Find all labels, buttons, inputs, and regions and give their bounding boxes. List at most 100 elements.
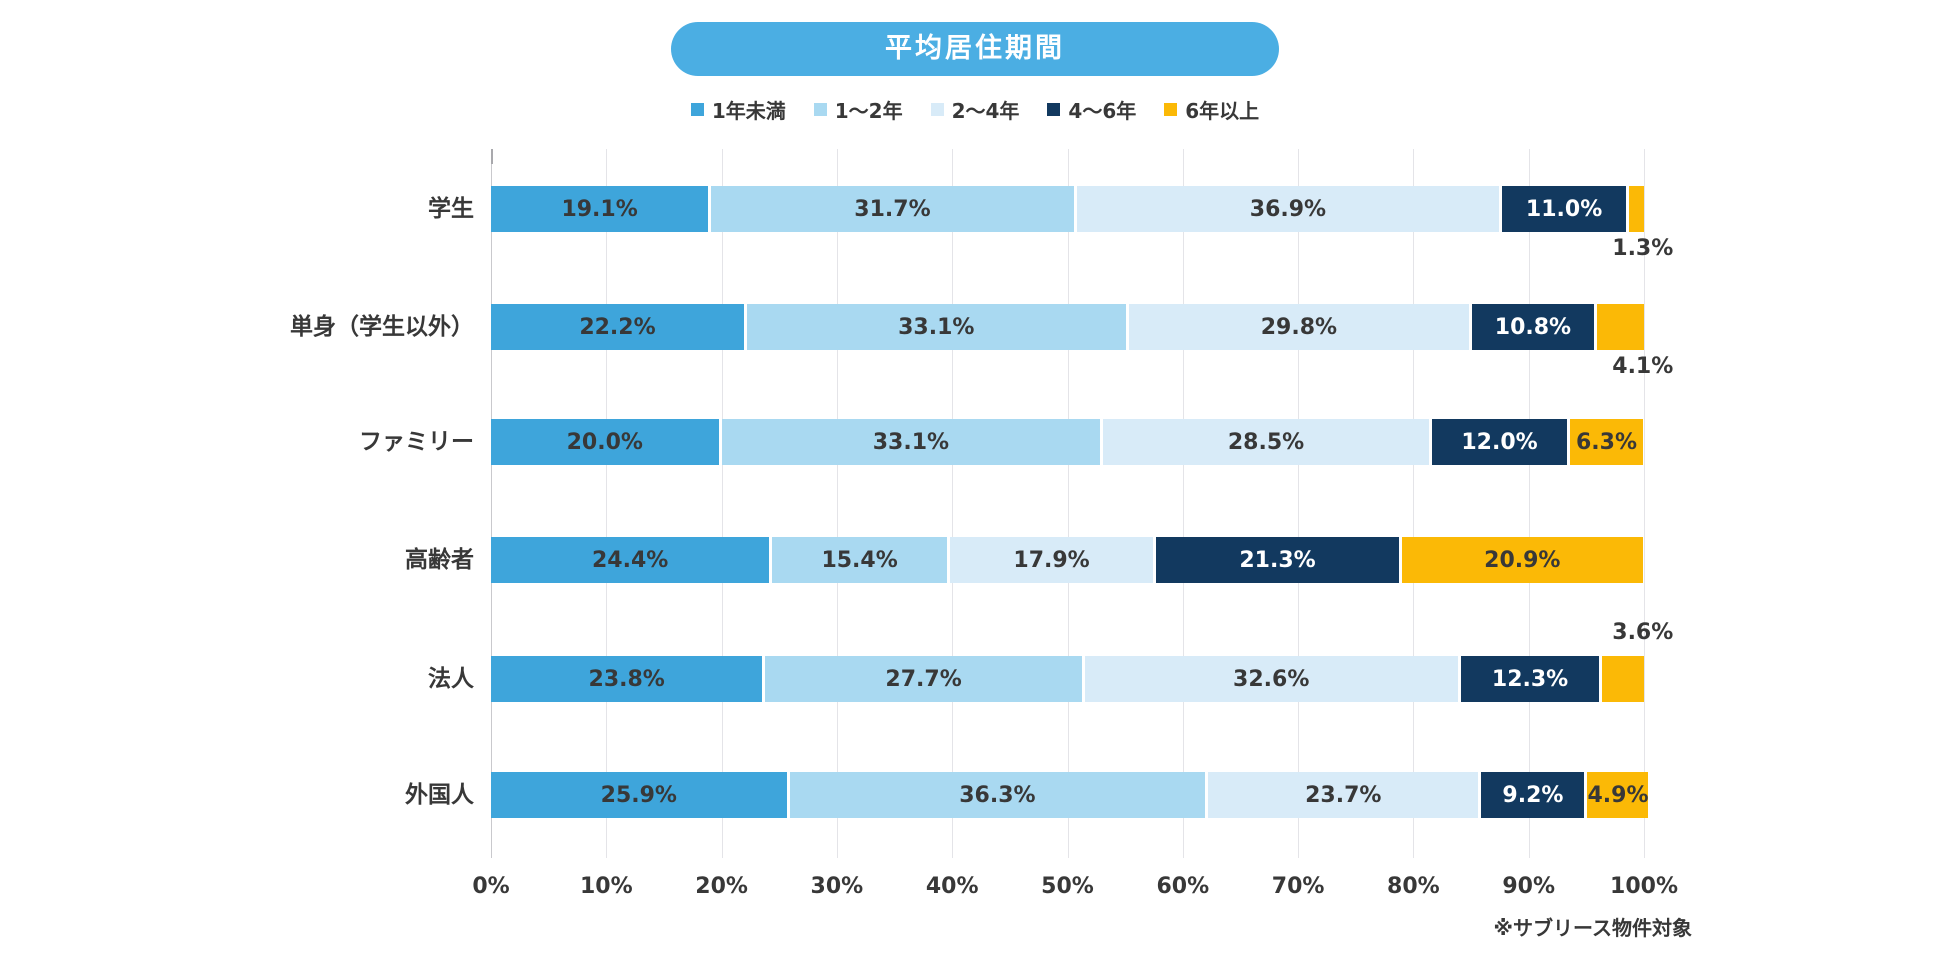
bar-segment-6年以上: 6.3% (1570, 419, 1643, 465)
bar-segment-2～4年: 17.9% (949, 537, 1157, 583)
segment-value-label: 28.5% (1227, 429, 1305, 455)
x-axis-tick-label: 70% (1271, 874, 1325, 899)
gridline (1528, 149, 1530, 858)
category-label: 学生 (428, 196, 474, 222)
bar-segment-1年未満: 24.4% (491, 537, 773, 583)
plot-area: 0% 10% 20% 30% 40% 50% 60% 70% 80% 90% 100% 学生 19.1%… (290, 149, 1678, 899)
bar-row: 高齢者 24.4% 15.4% 17.9% 21.3% 20.9% (405, 537, 1644, 583)
legend-item: 4～6年 (1047, 95, 1136, 124)
x-axis-tick-label: 50% (1041, 874, 1094, 899)
segment-value-label: 27.7% (885, 666, 962, 692)
legend-swatch-icon (930, 103, 944, 116)
x-axis-tick-label: 90% (1502, 874, 1556, 899)
chart-legend: 1年未満 1～2年 2～4年 4～6年 6年以上 (0, 95, 1950, 124)
bar-segment-6年以上 (1629, 186, 1644, 232)
segment-value-label: 21.3% (1239, 547, 1316, 573)
bar-row: 法人 23.8% 27.7% 32.6% 12.3% 3.6% (428, 620, 1673, 702)
segment-value-label: 33.1% (898, 314, 975, 340)
legend-swatch-icon (1047, 103, 1061, 116)
chart-footnote: ※サブリース物件対象 (1493, 916, 1692, 940)
x-axis-tick-label: 40% (925, 874, 979, 899)
bar-segment-2～4年: 28.5% (1103, 419, 1432, 465)
segment-value-label: 19.1% (561, 196, 638, 222)
bar-segment-4～6年: 12.0% (1431, 419, 1571, 465)
bar-segment-1～2年: 31.7% (711, 186, 1077, 232)
legend-label: 2～4年 (951, 99, 1020, 123)
bar-segment-1年未満: 20.0% (491, 419, 722, 465)
segment-value-label: 31.7% (854, 196, 931, 222)
legend-label: 4～6年 (1068, 99, 1137, 123)
segment-value-label: 29.8% (1260, 314, 1338, 340)
bar-segment-6年以上: 4.9% (1587, 772, 1649, 818)
segment-value-label: 20.9% (1484, 547, 1561, 573)
segment-value-label: 22.2% (579, 314, 656, 340)
gridline (836, 149, 838, 858)
x-axis-tick-label: 0% (472, 874, 510, 899)
segment-value-label: 15.4% (821, 547, 898, 573)
bar-segment-2～4年: 29.8% (1128, 304, 1473, 350)
bar-segment-4～6年: 9.2% (1481, 772, 1588, 818)
legend-label: 1年未満 (711, 99, 786, 123)
outside-value-label: 3.6% (1612, 620, 1674, 645)
legend-label: 6年以上 (1185, 99, 1260, 123)
legend-item: 1年未満 (690, 95, 786, 124)
axis-tick (491, 149, 493, 164)
segment-value-label: 23.7% (1305, 782, 1382, 808)
segment-value-label: 20.0% (566, 429, 643, 455)
category-label: 外国人 (405, 782, 474, 808)
gridline (1413, 149, 1415, 858)
legend-item: 1～2年 (813, 95, 903, 124)
segment-value-label: 4.9% (1587, 782, 1649, 808)
x-axis-tick-label: 20% (695, 874, 748, 899)
bar-segment-1年未満: 19.1% (491, 186, 712, 232)
bar-segment-6年以上 (1602, 656, 1644, 702)
bar-segment-1年未満: 22.2% (491, 304, 747, 350)
gridline (721, 149, 723, 858)
bar-segment-4～6年: 21.3% (1156, 537, 1402, 583)
x-axis-tick-label: 60% (1156, 874, 1210, 899)
bar-row: 単身（学生以外） 22.2% 33.1% 29.8% 10.8% 4.1% (290, 304, 1673, 379)
bar-segment-1年未満: 25.9% (491, 772, 790, 818)
segment-value-label: 11.0% (1525, 196, 1603, 222)
bar-segment-2～4年: 23.7% (1208, 772, 1482, 818)
segment-value-label: 23.8% (588, 666, 665, 692)
bar-segment-1～2年: 33.1% (746, 304, 1129, 350)
gridline (952, 149, 954, 858)
bar-segment-1～2年: 36.3% (789, 772, 1209, 818)
bar-segment-1～2年: 15.4% (772, 537, 950, 583)
category-label: 法人 (428, 666, 474, 692)
legend-swatch-icon (813, 103, 827, 116)
bar-segment-4～6年: 10.8% (1472, 304, 1597, 350)
gridline (1067, 149, 1069, 858)
gridline (606, 149, 608, 858)
segment-value-label: 32.6% (1233, 666, 1310, 692)
segment-value-label: 6.3% (1575, 429, 1637, 455)
gridline (1644, 149, 1645, 858)
chart-title-pill: 平均居住期間 (671, 22, 1279, 76)
outside-value-label: 4.1% (1612, 354, 1674, 379)
bar-segment-1～2年: 27.7% (765, 656, 1085, 702)
segment-value-label: 33.1% (872, 429, 950, 455)
segment-value-label: 10.8% (1494, 314, 1572, 340)
bar-segment-1年未満: 23.8% (491, 656, 766, 702)
legend-label: 1～2年 (834, 99, 903, 123)
category-label: ファミリー (359, 429, 474, 455)
segment-value-label: 17.9% (1013, 547, 1090, 573)
gridline (491, 149, 492, 858)
gridline (1182, 149, 1184, 858)
bar-segment-6年以上: 20.9% (1401, 537, 1643, 583)
bar-row: ファミリー 20.0% 33.1% 28.5% 12.0% 6.3% (359, 419, 1644, 465)
outside-value-label: 1.3% (1612, 236, 1674, 261)
bar-segment-2～4年: 32.6% (1084, 656, 1461, 702)
bar-segment-1～2年: 33.1% (721, 419, 1104, 465)
category-label: 高齢者 (405, 547, 474, 573)
chart-title: 平均居住期間 (885, 33, 1065, 64)
x-axis-tick-label: 80% (1387, 874, 1440, 899)
gridline (1298, 149, 1300, 858)
bar-segment-4～6年: 11.0% (1502, 186, 1629, 232)
legend-item: 6年以上 (1164, 95, 1259, 124)
segment-value-label: 36.9% (1249, 196, 1327, 222)
x-axis-tick-label: 10% (579, 874, 633, 899)
legend-item: 2～4年 (930, 95, 1020, 124)
legend-swatch-icon (690, 103, 704, 116)
